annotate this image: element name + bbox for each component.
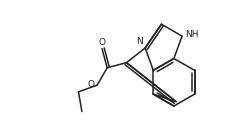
Text: N: N: [136, 37, 142, 46]
Text: O: O: [98, 38, 106, 47]
Text: NH: NH: [184, 30, 197, 39]
Text: O: O: [87, 80, 94, 89]
